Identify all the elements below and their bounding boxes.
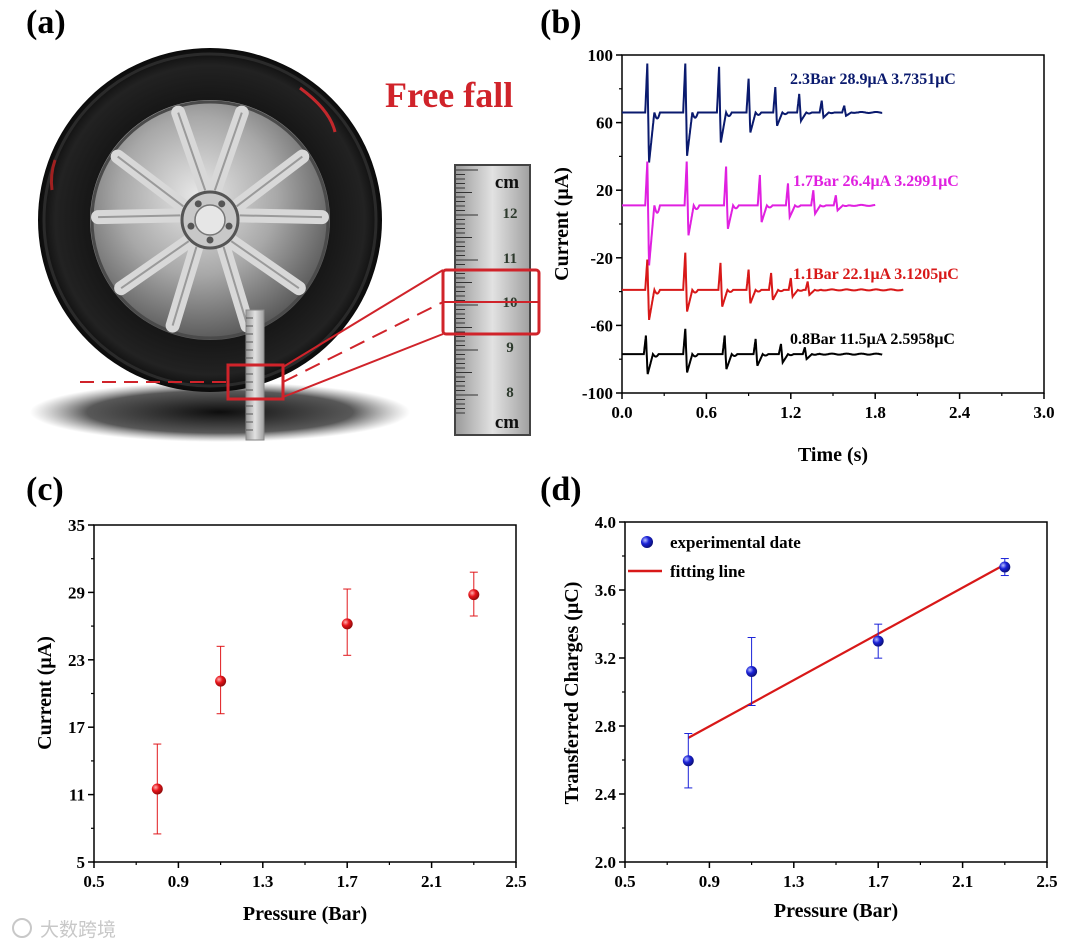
- watermark-text: 大数跨境: [40, 919, 116, 941]
- chart-c-ytick-label: 11: [69, 786, 85, 805]
- chart-c-xtick-label: 0.5: [83, 872, 104, 891]
- chart-c-xtick-label: 2.1: [421, 872, 442, 891]
- free-fall-caption: Free fall: [385, 75, 513, 115]
- ruler-stick: [245, 309, 265, 441]
- chart-c-xtick-label: 2.5: [505, 872, 526, 891]
- d-data-point-4: [999, 561, 1011, 573]
- chart-d-xtick-label: 0.5: [614, 872, 635, 891]
- legend-point-marker: [641, 536, 653, 548]
- panel-label-a: (a): [26, 4, 66, 41]
- chart-d-xtick-label: 2.1: [952, 872, 973, 891]
- chart-b-ytick-label: -60: [590, 316, 613, 335]
- c-data-point-1: [151, 783, 163, 795]
- ruler-unit-top: cm: [495, 172, 519, 193]
- chart-b-xtick-label: 0.0: [611, 403, 632, 422]
- series-annotation-1: 2.3Bar 28.9μA 3.7351μC: [790, 71, 956, 88]
- chart-d-xtick-label: 1.7: [868, 872, 890, 891]
- chart-b-ytick-label: -20: [590, 249, 613, 268]
- chart-b-ytick-label: 100: [588, 46, 614, 65]
- series-line-1: [622, 63, 883, 163]
- chart-d-xtick-label: 2.5: [1036, 872, 1057, 891]
- chart-d-xlabel: Pressure (Bar): [774, 900, 898, 922]
- chart-b-xlabel: Time (s): [798, 444, 868, 466]
- ruler-number-12: 12: [503, 206, 518, 222]
- c-data-point-2: [215, 675, 227, 687]
- chart-b-xtick-label: 3.0: [1033, 403, 1054, 422]
- ruler-zoom: [454, 164, 531, 436]
- lug-nut: [194, 200, 202, 208]
- lug-nut: [187, 222, 195, 230]
- chart-d-ytick-label: 2.4: [595, 785, 617, 804]
- ruler-number-9: 9: [506, 340, 514, 356]
- chart-c-xlabel: Pressure (Bar): [243, 903, 367, 925]
- chart-b-xtick-label: 2.4: [949, 403, 971, 422]
- lug-nuts: [187, 200, 233, 244]
- chart-current-pressure: 0.5 0.9 1.3 1.7 2.1 2.5 35 29 23 17 11 5 Pressure (…: [34, 516, 527, 925]
- d-data-point-1: [682, 755, 694, 767]
- panel-label-d: (d): [540, 471, 582, 508]
- ruler-unit-bottom: cm: [495, 412, 519, 433]
- ruler-number-8: 8: [506, 385, 514, 401]
- d-data-point-2: [746, 666, 758, 678]
- chart-d-ytick-label: 2.0: [595, 853, 616, 872]
- c-data-point-4: [468, 589, 480, 601]
- chart-b-ytick-label: 60: [596, 114, 613, 133]
- fitting-line: [687, 563, 1006, 739]
- series-annotation-4: 0.8Bar 11.5μA 2.5958μC: [790, 331, 955, 348]
- tire-shadow: [30, 382, 410, 442]
- chart-current-time: 0.0 0.6 1.2 1.8 2.4 3.0 100 60 20 -20 -60 -100 2.3B…: [551, 46, 1055, 466]
- tire-photo: cm cm 12 11 10 9 8 Free fall: [30, 48, 541, 442]
- ruler-number-11: 11: [503, 251, 517, 267]
- chart-c-ytick-label: 5: [77, 853, 86, 872]
- watermark: 大数跨境: [12, 918, 116, 941]
- lug-nut: [218, 200, 226, 208]
- chart-charge-pressure: 0.5 0.9 1.3 1.7 2.1 2.5 4.0 3.6 3.2 2.8 2.4 2.0 exp…: [561, 513, 1058, 922]
- chart-b-xtick-label: 0.6: [696, 403, 717, 422]
- series-line-2: [622, 161, 876, 266]
- c-data-point-3: [341, 618, 353, 630]
- chart-c-xtick-label: 1.7: [337, 872, 359, 891]
- chart-b-xtick-label: 1.8: [865, 403, 886, 422]
- chart-b-xtick-label: 1.2: [780, 403, 801, 422]
- chart-b-ylabel: Current (μA): [551, 167, 573, 281]
- legend-line-label: fitting line: [670, 562, 746, 581]
- chart-b-ytick-label: 20: [596, 181, 613, 200]
- chart-c-xtick-label: 1.3: [252, 872, 273, 891]
- series-line-3: [622, 252, 904, 321]
- panel-label-b: (b): [540, 4, 582, 41]
- chart-c-ylabel: Current (μA): [34, 636, 56, 750]
- lug-nut: [225, 222, 233, 230]
- chart-c-ytick-label: 35: [68, 516, 85, 535]
- watermark-icon: [12, 918, 32, 938]
- chart-d-ylabel: Transferred Charges (μC): [561, 582, 583, 805]
- chart-d-ytick-label: 4.0: [595, 513, 616, 532]
- panel-label-c: (c): [26, 471, 64, 508]
- lug-nut: [206, 236, 214, 244]
- chart-d-legend: experimental date fitting line: [628, 533, 801, 581]
- chart-d-ytick-label: 2.8: [595, 717, 616, 736]
- chart-d-xtick-label: 0.9: [699, 872, 720, 891]
- chart-d-ytick-label: 3.6: [595, 581, 616, 600]
- series-annotation-3: 1.1Bar 22.1μA 3.1205μC: [793, 266, 959, 283]
- chart-c-ytick-label: 17: [68, 718, 86, 737]
- chart-d-xtick-label: 1.3: [783, 872, 804, 891]
- tire-mark: [299, 86, 337, 133]
- series-line-4: [622, 328, 883, 375]
- series-annotation-2: 1.7Bar 26.4μA 3.2991μC: [793, 173, 959, 190]
- chart-c-ytick-label: 23: [68, 651, 85, 670]
- chart-c-ytick-label: 29: [68, 583, 85, 602]
- chart-d-ytick-label: 3.2: [595, 649, 616, 668]
- legend-points-label: experimental date: [670, 533, 801, 552]
- chart-b-ytick-label: -100: [582, 384, 613, 403]
- d-data-point-3: [872, 635, 884, 647]
- rim-spokes: [91, 105, 329, 333]
- chart-c-xtick-label: 0.9: [168, 872, 189, 891]
